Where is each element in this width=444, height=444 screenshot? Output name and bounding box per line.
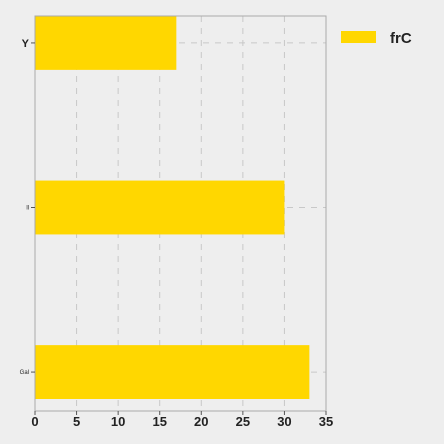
x-tick-label: 20 <box>194 414 208 429</box>
legend-swatch <box>341 31 376 43</box>
x-tick-label: 5 <box>73 414 80 429</box>
y-axis-ticks: Yll Gal <box>20 38 35 376</box>
bar-ll <box>35 180 285 235</box>
x-tick-label: 10 <box>111 414 125 429</box>
x-tick-label: 0 <box>31 414 38 429</box>
x-tick-label: 30 <box>277 414 291 429</box>
x-axis-ticks: 0 5 10 15 20 25 30 35 <box>31 411 333 429</box>
legend: frC <box>341 30 412 47</box>
x-tick-label: 15 <box>152 414 166 429</box>
bar-gal <box>35 345 310 399</box>
chart-bars <box>35 16 310 399</box>
y-tick-label: Y <box>22 38 30 50</box>
legend-label: frC <box>390 30 412 47</box>
y-tick-label: Gal <box>20 370 29 376</box>
y-tick-label: ll <box>26 206 29 212</box>
bar-y <box>35 16 177 70</box>
x-tick-label: 35 <box>319 414 333 429</box>
x-tick-label: 25 <box>236 414 250 429</box>
plot-area-frame <box>34 15 327 412</box>
